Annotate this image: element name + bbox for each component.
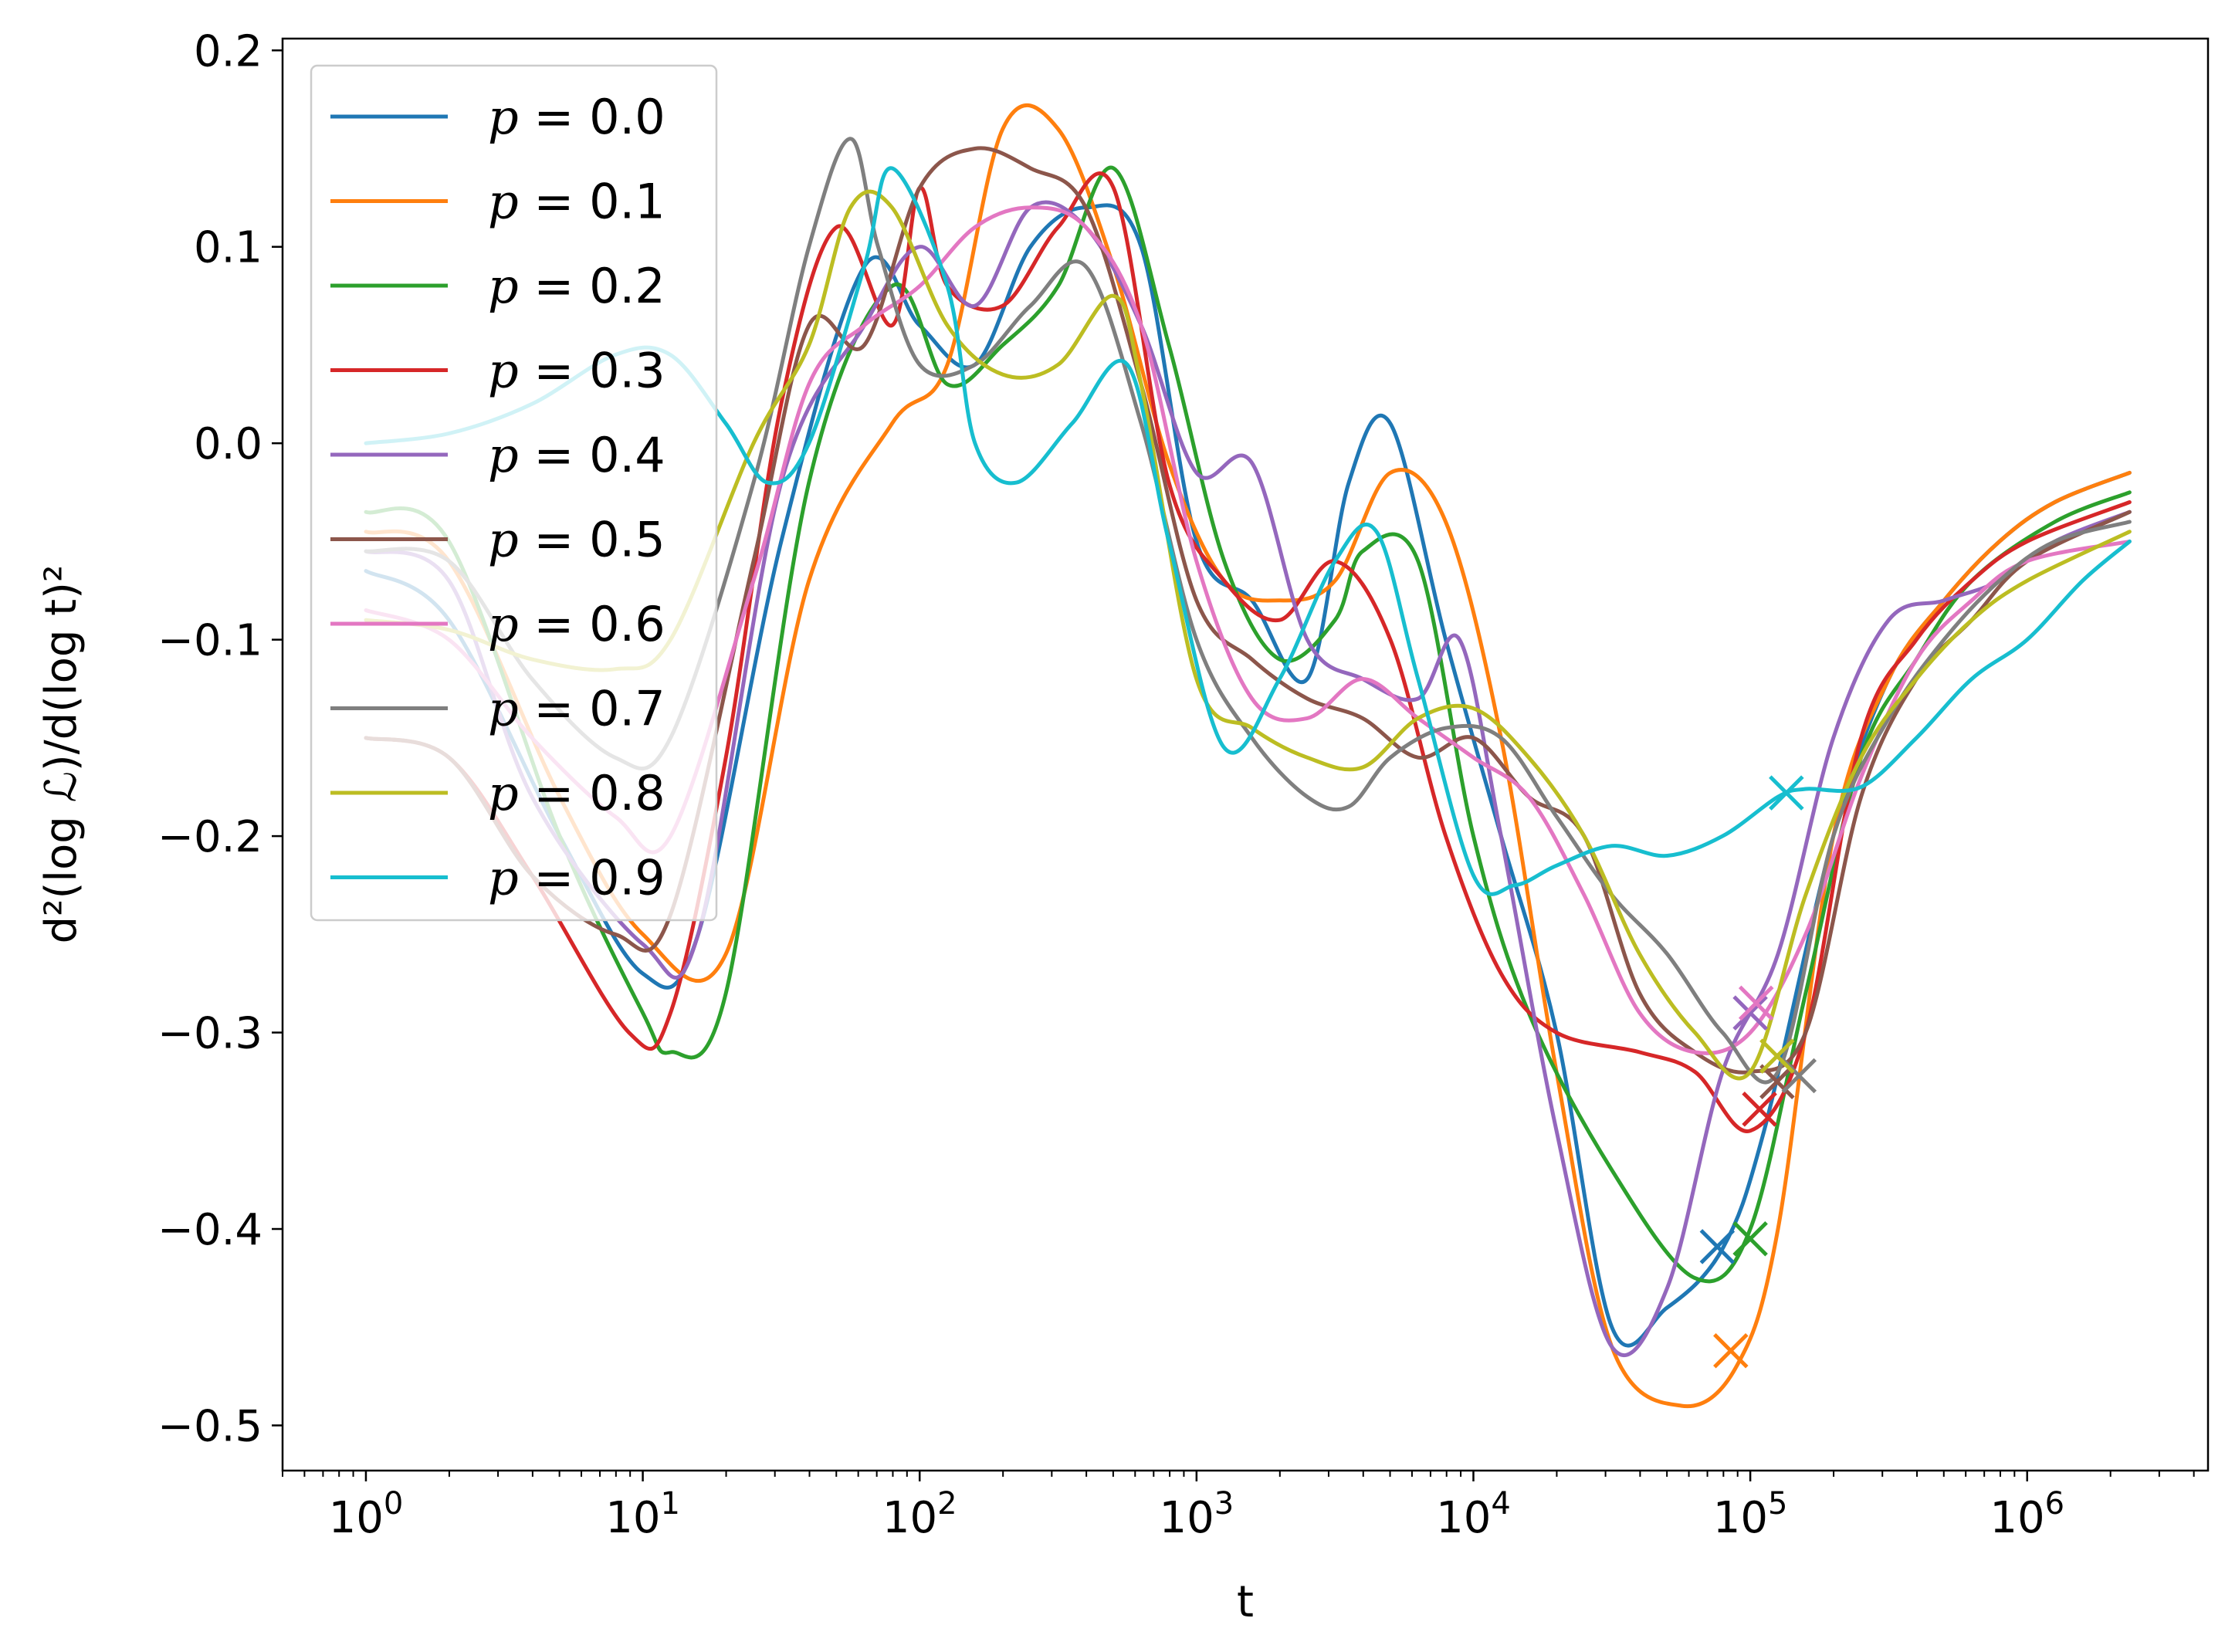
x-tick-label: 106 xyxy=(1990,1486,2064,1543)
series-line-4 xyxy=(364,200,2132,1358)
y-tick-label: 0.0 xyxy=(194,419,262,469)
series-marker-6 xyxy=(1738,985,1774,1021)
x-axis-label: t xyxy=(1237,1577,1254,1627)
plot-frame xyxy=(281,37,2210,1472)
series-marker-5 xyxy=(1759,1064,1795,1099)
legend-label-0: p = 0.0 xyxy=(488,89,665,145)
y-tick-label: −0.1 xyxy=(157,616,262,666)
legend-label-1: p = 0.1 xyxy=(488,174,665,230)
y-tick-label: −0.4 xyxy=(157,1205,262,1255)
series-line-9 xyxy=(364,166,2132,896)
y-axis-label: d²(log ℒ)/d(log t)² xyxy=(36,565,86,944)
x-axis: 100 101 102 103 104 105 106 xyxy=(282,1471,2195,1543)
series-line-0 xyxy=(364,203,2132,1348)
x-tick-label: 102 xyxy=(882,1486,957,1543)
legend-label-5: p = 0.5 xyxy=(488,512,665,568)
series-marker-0 xyxy=(1699,1229,1736,1264)
y-tick-label: −0.5 xyxy=(157,1401,262,1451)
y-tick-label: 0.1 xyxy=(194,223,262,273)
series-line-8 xyxy=(364,189,2132,1081)
series-marker-3 xyxy=(1742,1092,1777,1127)
legend-label-4: p = 0.4 xyxy=(488,427,665,483)
legend-label-8: p = 0.8 xyxy=(488,765,665,821)
x-tick-label: 105 xyxy=(1713,1486,1788,1543)
x-tick-label: 103 xyxy=(1159,1486,1234,1543)
series-marker-9 xyxy=(1769,775,1804,811)
legend-label-3: p = 0.3 xyxy=(488,343,665,399)
series-marker-1 xyxy=(1713,1333,1749,1369)
legend-label-2: p = 0.2 xyxy=(488,258,665,314)
legend: p = 0.0 p = 0.1 p = 0.2 p = 0.3 p = 0.4 p = 0… xyxy=(310,64,718,922)
series-marker-8 xyxy=(1759,1038,1795,1074)
legend-label-9: p = 0.9 xyxy=(488,850,665,906)
x-tick-label: 100 xyxy=(329,1486,404,1543)
y-axis: 0.2 0.1 0.0 −0.1 −0.2 −0.3 −0.4 −0.5 xyxy=(157,26,283,1451)
legend-label-7: p = 0.7 xyxy=(488,681,665,737)
series-marker-4 xyxy=(1732,995,1768,1031)
series-layer xyxy=(364,103,2132,1409)
y-tick-label: 0.2 xyxy=(194,26,262,76)
series-marker-2 xyxy=(1732,1220,1768,1257)
series-line-7 xyxy=(364,137,2132,1085)
marker-layer xyxy=(1699,775,1817,1369)
y-tick-label: −0.3 xyxy=(157,1009,262,1059)
legend-label-6: p = 0.6 xyxy=(488,596,665,652)
x-tick-label: 104 xyxy=(1436,1486,1511,1543)
x-tick-label: 101 xyxy=(605,1486,680,1543)
y-tick-label: −0.2 xyxy=(157,812,262,862)
